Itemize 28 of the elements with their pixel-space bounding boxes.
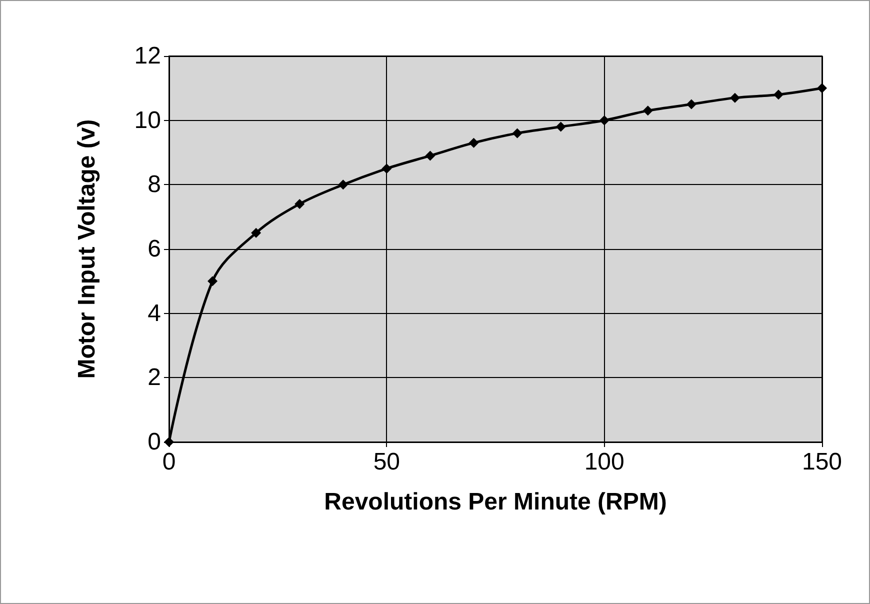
point [642,106,653,116]
point [208,276,218,286]
x-tick-label: 50 [373,448,400,476]
point [164,437,174,447]
point [556,122,566,132]
point [817,83,827,94]
y-tick-label: 4 [148,300,161,327]
y-tick-label: 2 [148,364,161,392]
y-tick-label: 6 [148,236,161,262]
point [730,92,740,103]
x-tick-label: 100 [584,448,624,476]
point [686,99,696,110]
point [425,150,436,161]
point [512,128,522,138]
point [468,138,479,148]
x-tick-label: 150 [802,448,842,476]
point [338,180,348,190]
y-tick-label: 12 [134,42,161,70]
y-tick-label: 10 [134,106,161,134]
x-axis-title: Revolutions Per Minute (RPM) [324,488,667,516]
y-axis-title: Motor Input Voltage (v) [74,119,100,379]
y-tick-label: 0 [148,428,161,456]
point [773,90,784,100]
y-tick-label: 8 [148,171,161,198]
point [599,115,610,126]
point [382,164,392,174]
point [251,228,262,238]
point [294,198,305,209]
